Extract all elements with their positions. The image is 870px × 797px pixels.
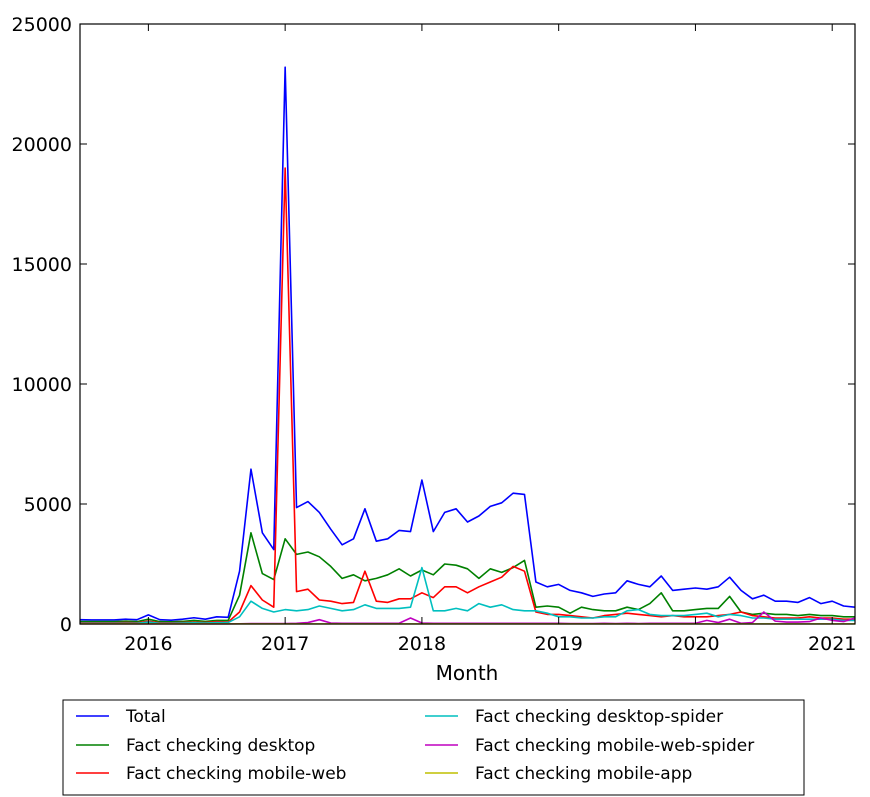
- x-tick-label: 2018: [398, 633, 446, 655]
- y-tick-label: 10000: [12, 374, 72, 396]
- x-tick-label: 2017: [261, 633, 309, 655]
- x-tick-label: 2019: [534, 633, 582, 655]
- legend: Total Fact checking desktop Fact checking …: [62, 699, 805, 796]
- x-tick-label: 2020: [671, 633, 719, 655]
- y-tick-label: 20000: [12, 134, 72, 156]
- y-tick-label: 15000: [12, 254, 72, 276]
- legend-label-6: Fact checking mobile-app: [475, 764, 692, 784]
- y-tick-label: 25000: [12, 14, 72, 36]
- y-tick-label: 0: [60, 614, 72, 636]
- legend-label-2: Fact checking desktop: [126, 736, 315, 756]
- x-axis: 2016 2017 2018 2019 2020 2021: [124, 24, 856, 655]
- legend-label-4: Fact checking desktop-spider: [475, 707, 723, 727]
- series-line-2: [80, 531, 855, 623]
- legend-label-3: Fact checking mobile-web: [126, 764, 346, 784]
- series-line-1: [79, 66, 856, 621]
- x-tick-label: 2016: [124, 633, 172, 655]
- x-tick-label: 2021: [808, 633, 856, 655]
- legend-label-5: Fact checking mobile-web-spider: [475, 736, 754, 756]
- series-line-4: [80, 566, 855, 625]
- series-lines: [79, 66, 856, 625]
- legend-label-1: Total: [125, 707, 166, 727]
- x-axis-label: Month: [436, 661, 499, 685]
- y-axis: 0 5000 10000 15000 20000 25000: [12, 14, 855, 636]
- series-line-3: [80, 167, 855, 624]
- plot-frame: [79, 23, 856, 625]
- y-tick-label: 5000: [24, 494, 72, 516]
